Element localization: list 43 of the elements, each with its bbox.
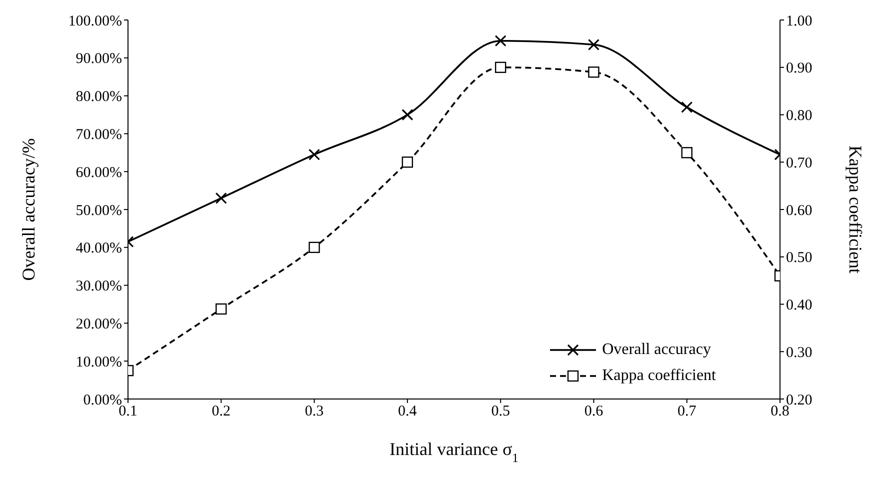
y-tick-label: 20.00%	[76, 316, 122, 333]
point	[402, 156, 414, 168]
y-tick-label: 90.00%	[76, 51, 122, 68]
point	[402, 108, 414, 121]
y-tick-label: 100.00%	[68, 13, 122, 30]
y-tick-label: 30.00%	[76, 278, 122, 295]
y2-axis-title: Kappa coefficient	[846, 145, 866, 274]
y-tick-label: 60.00%	[76, 164, 122, 181]
point	[588, 66, 600, 78]
point	[681, 147, 692, 158]
x-tick-label: 0.5	[491, 404, 510, 420]
x-axis-title: Initial variance σ$_{1}$	[390, 439, 518, 465]
y2-tick-label: 1.00	[786, 13, 812, 30]
y-tick-label: 70.00%	[76, 127, 122, 144]
point	[216, 303, 227, 315]
x-tick-label: 0.2	[212, 404, 231, 420]
x-tick-label: 0.3	[304, 404, 324, 420]
point	[308, 242, 320, 253]
y2-tick-label: 0.40	[786, 298, 812, 314]
point	[681, 101, 693, 113]
x-tick-label: 0.8	[770, 404, 790, 420]
y2-tick-label: 0.90	[786, 60, 812, 77]
point	[494, 62, 506, 73]
point	[308, 148, 320, 160]
legend-label: Overall accuracy	[602, 341, 711, 359]
x-tick-label: 0.7	[677, 404, 697, 420]
x-tick-label: 0.6	[584, 404, 604, 420]
y2-tick-label: 0.50	[786, 250, 812, 266]
y-tick-label: 80.00%	[76, 89, 122, 106]
y2-tick-label: 0.30	[786, 344, 812, 361]
y-tick-label: 10.00%	[76, 354, 122, 370]
x-tick-label: 0.4	[398, 404, 418, 420]
point	[494, 35, 506, 47]
y2-tick-label: 0.80	[786, 108, 812, 124]
y2-tick-label: 0.70	[786, 155, 812, 172]
y-tick-label: 50.00%	[76, 202, 122, 219]
point	[215, 192, 227, 204]
point	[588, 38, 600, 50]
legend-label: Kappa coefficient	[602, 367, 716, 385]
x-tick-label: 0.1	[118, 404, 138, 420]
y-tick-label: 40.00%	[76, 240, 122, 257]
y2-tick-label: 0.60	[786, 202, 812, 219]
y-axis-title: Overall accuracy/%	[18, 138, 38, 281]
